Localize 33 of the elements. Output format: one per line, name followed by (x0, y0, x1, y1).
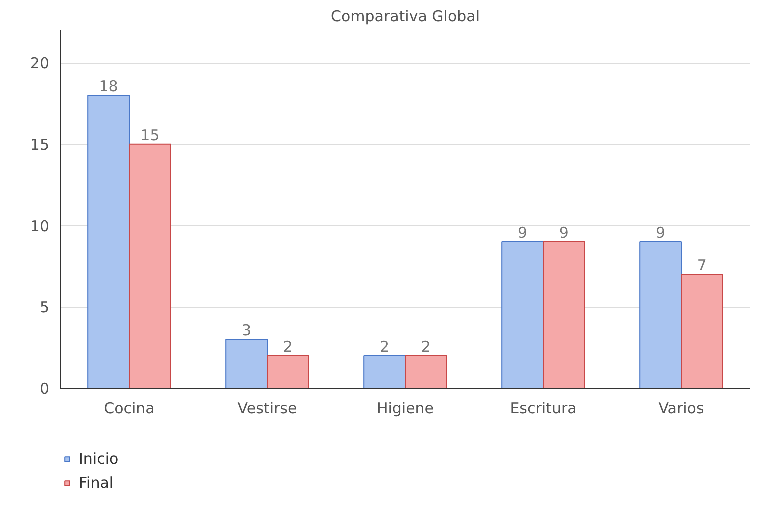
data-label: 18 (99, 78, 118, 96)
data-label: 15 (140, 126, 160, 144)
y-tick-label: 0 (40, 380, 50, 398)
bar (226, 339, 268, 388)
legend-label: Inicio (79, 450, 119, 468)
data-label: 2 (283, 338, 293, 356)
y-tick-label: 5 (40, 298, 50, 317)
bar (364, 355, 406, 388)
x-tick-label: Higiene (376, 400, 434, 418)
data-label: 9 (518, 224, 528, 242)
x-tick-label: Cocina (104, 400, 155, 418)
x-tick-label: Escritura (510, 400, 577, 418)
bar (88, 95, 130, 388)
bar (267, 355, 310, 388)
y-tick-label: 15 (30, 136, 50, 154)
bar (502, 242, 544, 388)
data-label: 3 (242, 322, 252, 340)
y-tick-label: 20 (30, 54, 50, 73)
bar (405, 355, 448, 388)
bar (543, 242, 586, 388)
bar (640, 242, 682, 388)
data-label: 7 (697, 256, 707, 275)
data-label: 2 (380, 338, 390, 356)
data-label: 2 (421, 338, 431, 356)
data-label: 9 (656, 224, 666, 242)
y-tick-label: 10 (30, 217, 50, 236)
chart-title: Comparativa Global (330, 8, 480, 26)
x-tick-label: Varios (658, 400, 704, 418)
legend-label: Final (79, 474, 114, 492)
x-tick-label: Vestirse (238, 400, 298, 418)
data-label: 9 (559, 224, 569, 242)
bar (129, 144, 172, 388)
bar (681, 274, 724, 388)
